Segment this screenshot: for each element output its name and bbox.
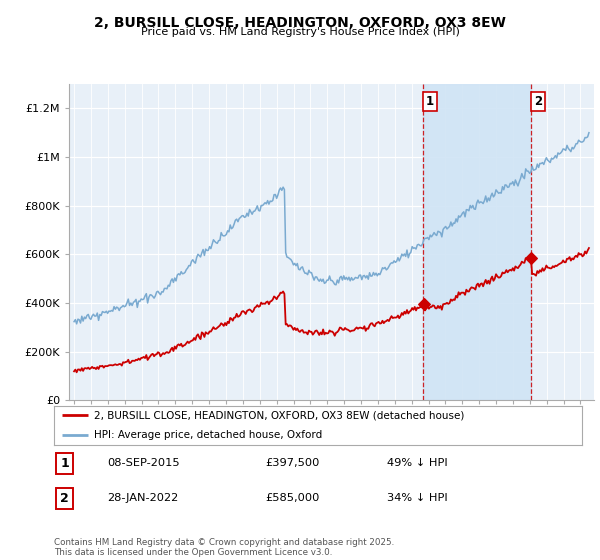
Point xyxy=(526,254,536,263)
Text: Contains HM Land Registry data © Crown copyright and database right 2025.
This d: Contains HM Land Registry data © Crown c… xyxy=(54,538,394,557)
Point xyxy=(419,299,428,308)
Text: 2: 2 xyxy=(60,492,69,505)
Text: 2, BURSILL CLOSE, HEADINGTON, OXFORD, OX3 8EW: 2, BURSILL CLOSE, HEADINGTON, OXFORD, OX… xyxy=(94,16,506,30)
Text: Price paid vs. HM Land Registry's House Price Index (HPI): Price paid vs. HM Land Registry's House … xyxy=(140,27,460,37)
Bar xyxy=(424,84,531,400)
Text: 1: 1 xyxy=(60,457,69,470)
Text: 28-JAN-2022: 28-JAN-2022 xyxy=(107,493,178,503)
Text: 2, BURSILL CLOSE, HEADINGTON, OXFORD, OX3 8EW (detached house): 2, BURSILL CLOSE, HEADINGTON, OXFORD, OX… xyxy=(94,410,464,421)
Text: 1: 1 xyxy=(426,95,434,108)
Text: £397,500: £397,500 xyxy=(265,459,320,468)
Text: 08-SEP-2015: 08-SEP-2015 xyxy=(107,459,179,468)
Text: HPI: Average price, detached house, Oxford: HPI: Average price, detached house, Oxfo… xyxy=(94,430,322,440)
Text: 2: 2 xyxy=(534,95,542,108)
Text: £585,000: £585,000 xyxy=(265,493,320,503)
Text: 49% ↓ HPI: 49% ↓ HPI xyxy=(386,459,448,468)
Text: 34% ↓ HPI: 34% ↓ HPI xyxy=(386,493,448,503)
